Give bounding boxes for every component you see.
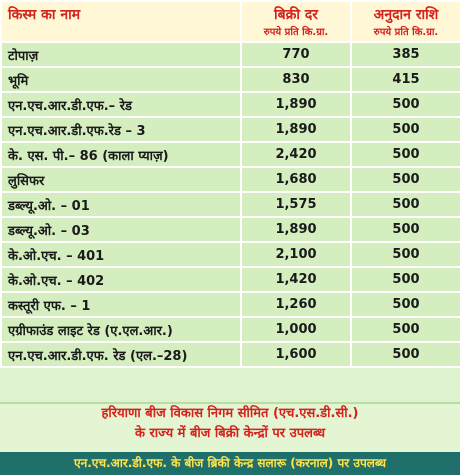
value-cell: 1,260 bbox=[240, 291, 352, 318]
table-row: कस्तूरी एफ. – 1 1,260 500 bbox=[0, 291, 460, 318]
value-cell: 2,420 bbox=[240, 141, 352, 168]
value-cell: 2,100 bbox=[240, 241, 352, 268]
header-cell: अनुदान राशि रुपये प्रति कि.ग्रा. bbox=[350, 0, 460, 43]
footer: हरियाणा बीज विकास निगम सीमित (एच.एस.डी.स… bbox=[0, 402, 460, 452]
table-row: के.ओ.एच. – 402 1,420 500 bbox=[0, 266, 460, 293]
value-cell: 500 bbox=[350, 291, 460, 318]
value-cell: 500 bbox=[350, 316, 460, 343]
value-cell: 500 bbox=[350, 266, 460, 293]
header-cell: बिक्री दर रुपये प्रति कि.ग्रा. bbox=[240, 0, 352, 43]
value-cell: 500 bbox=[350, 341, 460, 368]
value-cell: 500 bbox=[350, 216, 460, 243]
value-cell: 500 bbox=[350, 91, 460, 118]
variety-cell: के.ओ.एच. – 401 bbox=[0, 241, 242, 268]
value-cell: 500 bbox=[350, 191, 460, 218]
value-cell: 415 bbox=[350, 66, 460, 93]
value-cell: 1,575 bbox=[240, 191, 352, 218]
table-row: एग्रीफाउंड लाइट रेड (ए.एल.आर.) 1,000 500 bbox=[0, 316, 460, 343]
footer-line: हरियाणा बीज विकास निगम सीमित (एच.एस.डी.स… bbox=[101, 406, 359, 421]
variety-cell: एन.एच.आर.डी.एफ.रेड – 3 bbox=[0, 116, 242, 143]
table-row: के. एस. पी.– 86 (काला प्याज़) 2,420 500 bbox=[0, 141, 460, 168]
price-table: किस्म का नाम बिक्री दर रुपये प्रति कि.ग्रा… bbox=[0, 0, 460, 368]
value-cell: 500 bbox=[350, 116, 460, 143]
header-title: बिक्री दर bbox=[273, 7, 319, 23]
variety-cell: के.ओ.एच. – 402 bbox=[0, 266, 242, 293]
variety-cell: लुसिफर bbox=[0, 166, 242, 193]
value-cell: 1,000 bbox=[240, 316, 352, 343]
table-row: एन.एच.आर.डी.एफ.रेड – 3 1,890 500 bbox=[0, 116, 460, 143]
table-row: एन.एच.आर.डी.एफ.– रेड 1,890 500 bbox=[0, 91, 460, 118]
header-title: किस्म का नाम bbox=[8, 7, 81, 23]
variety-cell: एन.एच.आर.डी.एफ. रेड (एल.–28) bbox=[0, 341, 242, 368]
value-cell: 830 bbox=[240, 66, 352, 93]
variety-cell: एग्रीफाउंड लाइट रेड (ए.एल.आर.) bbox=[0, 316, 242, 343]
table-row: के.ओ.एच. – 401 2,100 500 bbox=[0, 241, 460, 268]
table-row: डब्ल्यू.ओ. – 01 1,575 500 bbox=[0, 191, 460, 218]
value-cell: 1,890 bbox=[240, 116, 352, 143]
table-row: लुसिफर 1,680 500 bbox=[0, 166, 460, 193]
header-unit: रुपये प्रति कि.ग्रा. bbox=[263, 27, 329, 38]
value-cell: 770 bbox=[240, 41, 352, 68]
value-cell: 1,680 bbox=[240, 166, 352, 193]
value-cell: 1,890 bbox=[240, 91, 352, 118]
value-cell: 500 bbox=[350, 141, 460, 168]
table-row: टोपाज़ 770 385 bbox=[0, 41, 460, 68]
variety-cell: कस्तूरी एफ. – 1 bbox=[0, 291, 242, 318]
variety-cell: के. एस. पी.– 86 (काला प्याज़) bbox=[0, 141, 242, 168]
banner: एन.एच.आर.डी.एफ. के बीज ब्रिकी केन्द्र सल… bbox=[0, 452, 460, 475]
value-cell: 500 bbox=[350, 166, 460, 193]
value-cell: 1,890 bbox=[240, 216, 352, 243]
variety-cell: भूमि bbox=[0, 66, 242, 93]
header-cell: किस्म का नाम bbox=[0, 0, 242, 43]
variety-cell: एन.एच.आर.डी.एफ.– रेड bbox=[0, 91, 242, 118]
header-title: अनुदान राशि bbox=[373, 7, 439, 23]
value-cell: 1,420 bbox=[240, 266, 352, 293]
value-cell: 1,600 bbox=[240, 341, 352, 368]
table-row: डब्ल्यू.ओ. – 03 1,890 500 bbox=[0, 216, 460, 243]
table-row: भूमि 830 415 bbox=[0, 66, 460, 93]
footer-line: के राज्य में बीज बिक्री केन्द्रों पर उपल… bbox=[134, 426, 326, 441]
header-row: किस्म का नाम बिक्री दर रुपये प्रति कि.ग्रा… bbox=[0, 0, 460, 43]
variety-cell: डब्ल्यू.ओ. – 01 bbox=[0, 191, 242, 218]
table-row: एन.एच.आर.डी.एफ. रेड (एल.–28) 1,600 500 bbox=[0, 341, 460, 368]
variety-cell: डब्ल्यू.ओ. – 03 bbox=[0, 216, 242, 243]
header-unit: रुपये प्रति कि.ग्रा. bbox=[373, 27, 439, 38]
value-cell: 500 bbox=[350, 241, 460, 268]
variety-cell: टोपाज़ bbox=[0, 41, 242, 68]
value-cell: 385 bbox=[350, 41, 460, 68]
